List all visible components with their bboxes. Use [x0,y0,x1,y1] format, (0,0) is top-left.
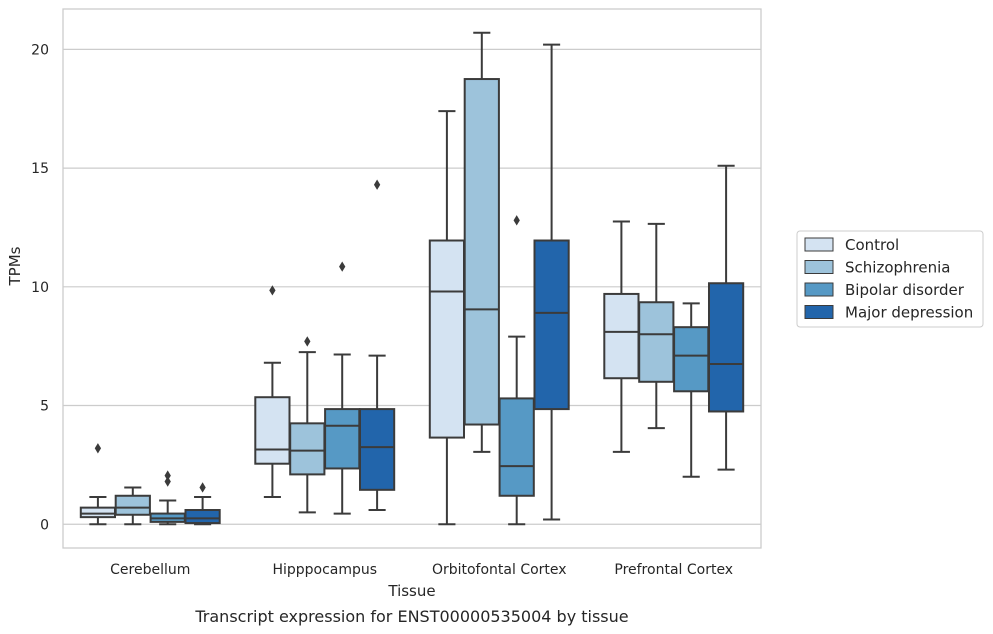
box-iqr [673,326,710,393]
outlier-marker [94,443,102,454]
box-iqr [498,397,535,497]
box-0-1 [114,486,151,526]
legend-frame [796,230,984,328]
y-tick-labels: 0 5 10 15 20 [31,42,49,533]
x-tick-label: Cerebellum [110,562,190,578]
box-iqr [114,494,151,516]
x-tick-label: Orbitofontal Cortex [432,562,567,578]
box-2-2 [498,215,535,526]
y-tick-label: 15 [31,161,49,177]
box-iqr [358,408,396,491]
box-iqr [324,408,361,470]
outlier-marker [199,482,206,493]
legend-item: Bipolar disorder [804,281,965,299]
box-iqr [428,239,466,439]
box-1-2 [324,261,361,515]
y-tick-label: 5 [40,399,49,415]
outlier-marker [164,476,171,487]
box-2-1 [463,31,500,453]
box-2-0 [428,110,466,526]
box-2-3 [533,43,570,521]
box-3-1 [638,222,675,430]
outlier-marker [339,261,346,272]
box-iqr [289,422,326,476]
box-iqr [184,509,221,525]
x-tick-label: Hipppocampus [272,562,377,578]
x-axis-title: Tissue [387,582,435,600]
box-iqr [463,78,500,426]
box-iqr [254,396,291,465]
y-tick-label: 10 [31,280,49,296]
legend-swatch [804,305,834,319]
box-3-0 [603,220,640,453]
outlier-marker [513,215,520,226]
x-tick-label: Prefrontal Cortex [614,562,733,578]
chart-caption: Transcript expression for ENST0000053500… [194,607,628,626]
legend-label: Bipolar disorder [845,281,965,299]
box-0-3 [184,482,221,526]
legend-item: Schizophrenia [804,259,950,277]
legend-label: Control [845,236,899,254]
outlier-marker [373,179,381,190]
legend-swatch [804,282,834,297]
box-1-0 [254,285,291,498]
y-tick-label: 0 [40,517,49,533]
box-iqr [79,506,117,519]
box-iqr [533,239,570,411]
box-layer [79,31,745,526]
legend-swatch [804,260,834,274]
legend: Control Schizophrenia Bipolar disorder Majo… [796,230,984,328]
box-3-3 [707,164,745,471]
plot-frame [62,8,762,549]
outlier-marker [269,285,276,296]
y-axis-title: TPMs [6,246,24,286]
legend-item: Control [804,236,899,254]
legend-label: Major depression [845,304,973,322]
legend-label: Schizophrenia [845,259,950,277]
box-1-3 [358,179,396,512]
grid-layer [63,48,761,525]
legend-swatch [804,237,834,252]
legend-item: Major depression [804,304,973,322]
box-iqr [638,301,675,383]
outlier-marker [164,470,171,481]
box-iqr [707,282,745,413]
box-iqr [603,292,640,380]
y-tick-label: 20 [31,42,49,58]
outlier-marker [304,336,311,347]
x-tick-labels: Cerebellum Hipppocampus Orbitofontal Corte… [110,562,733,578]
